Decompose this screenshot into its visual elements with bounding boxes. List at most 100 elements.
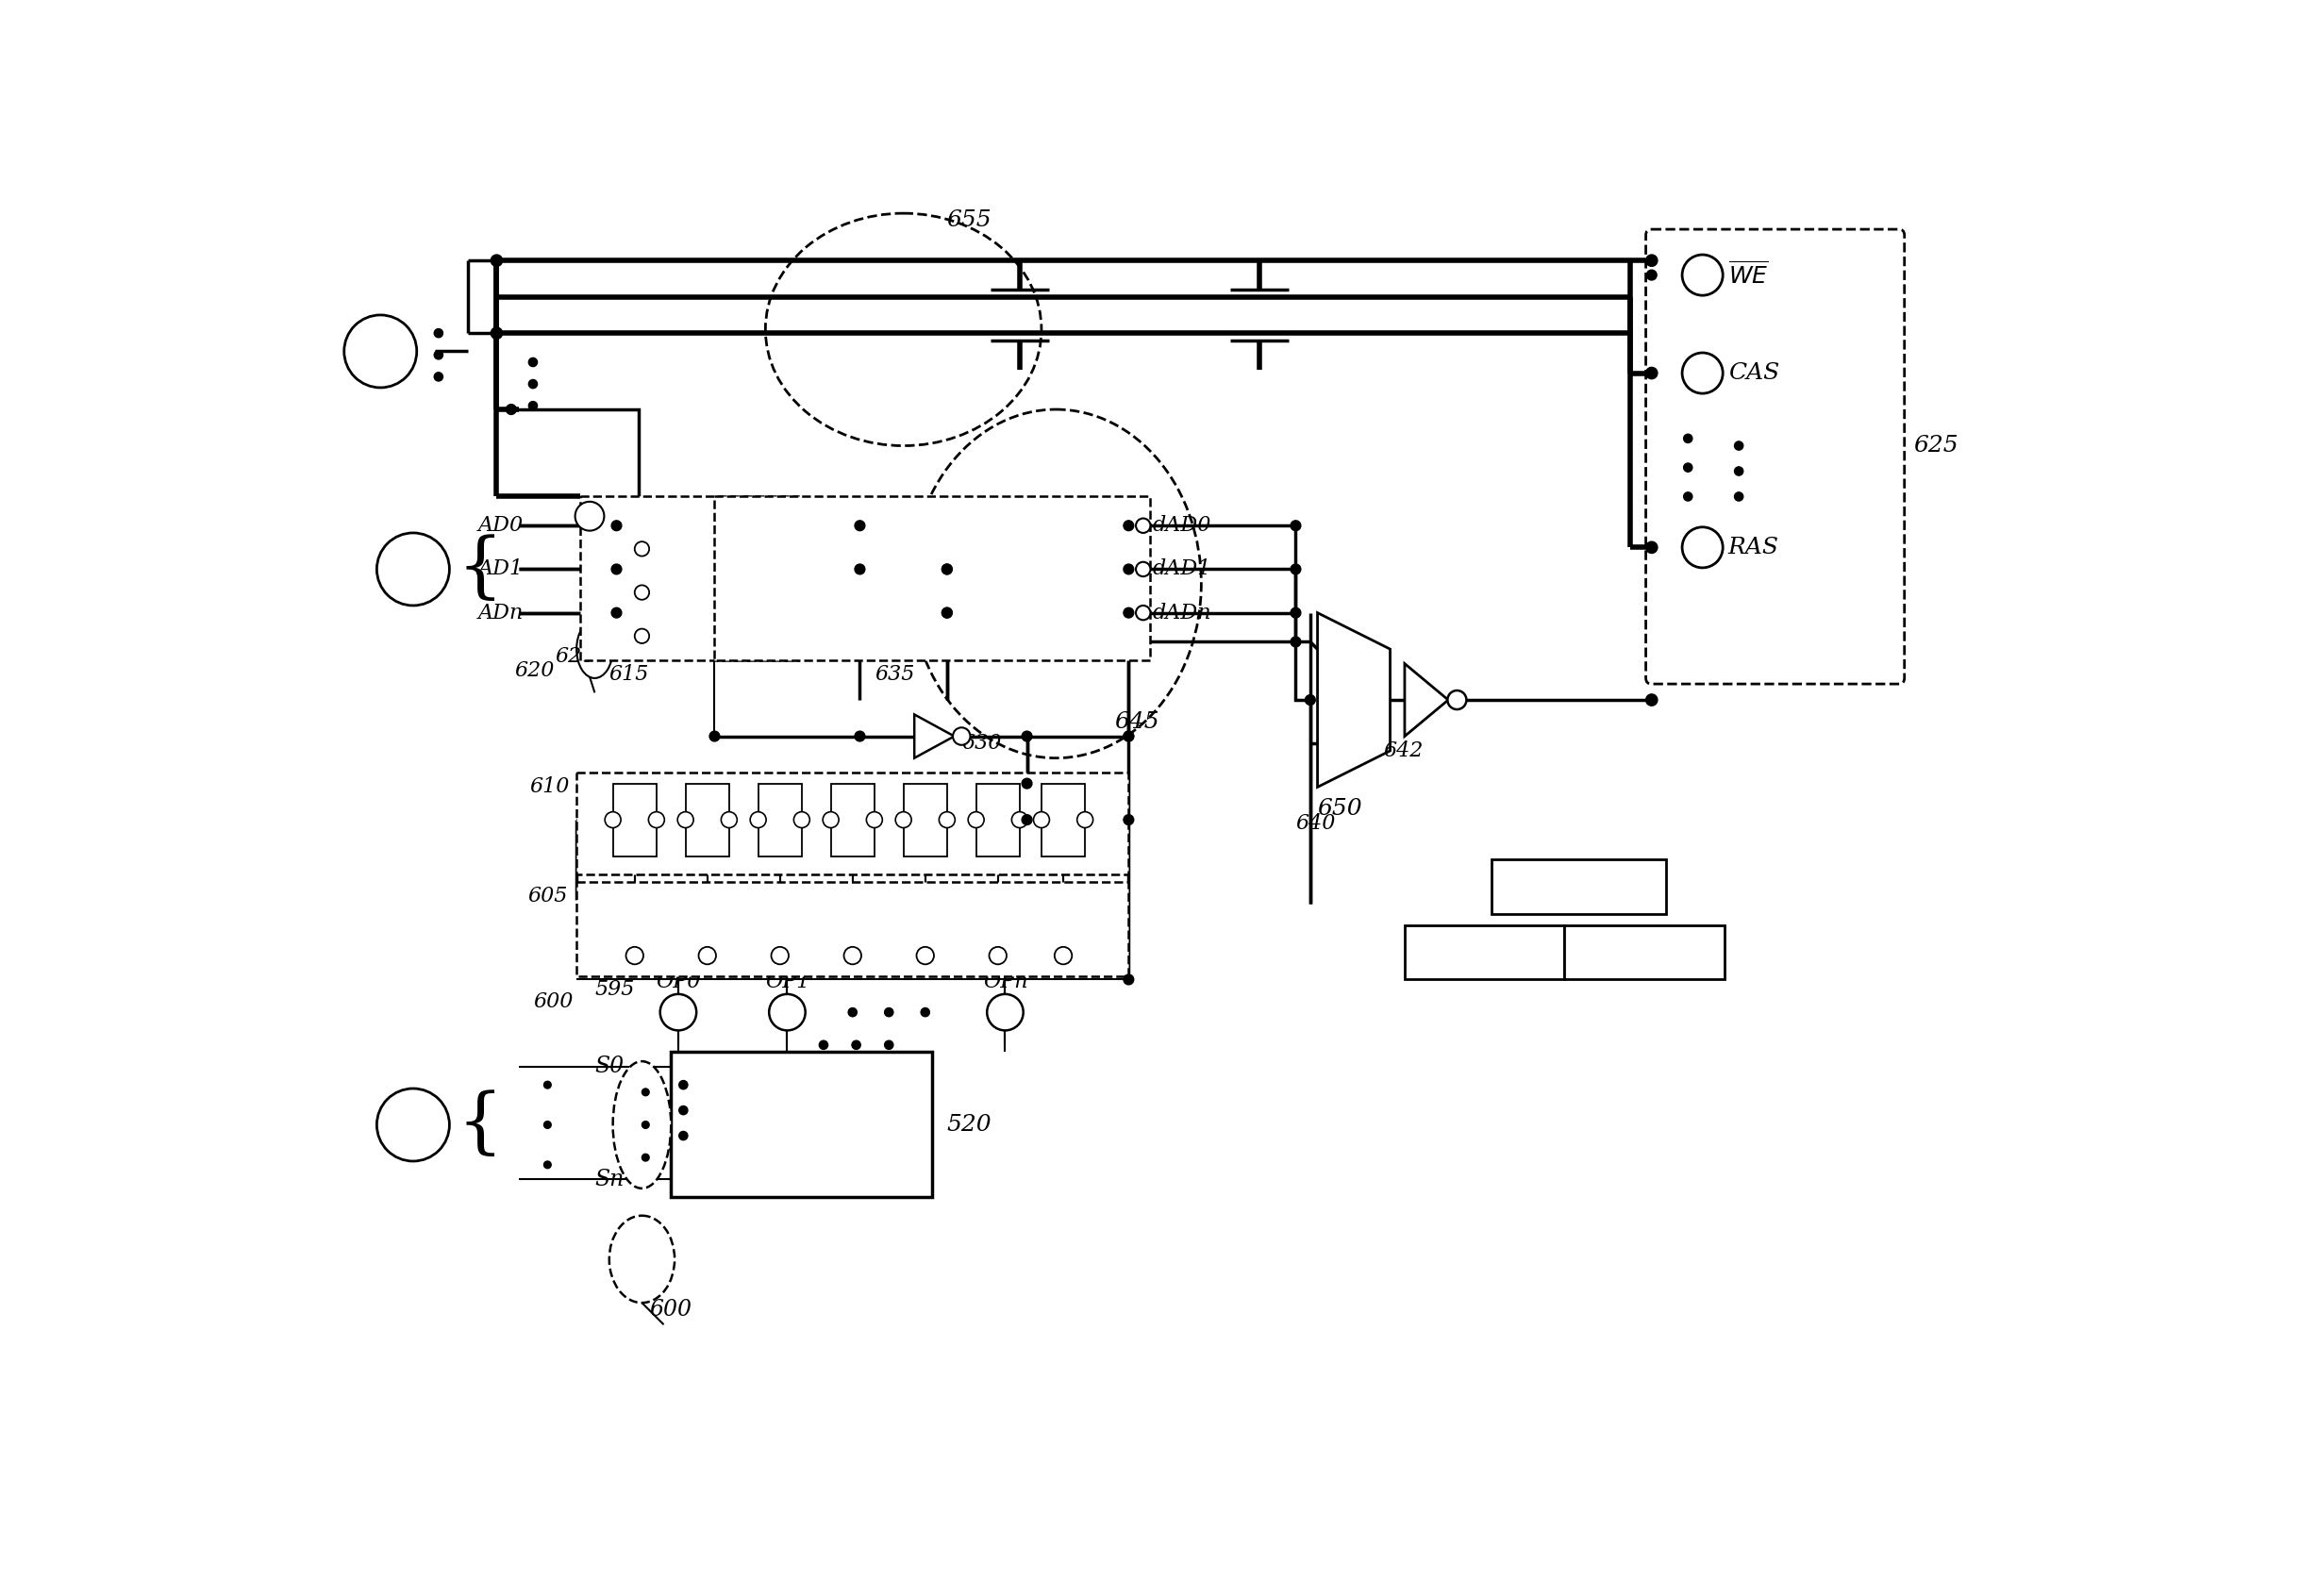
Text: 610: 610: [529, 777, 570, 798]
Text: 605: 605: [529, 886, 568, 907]
Circle shape: [1647, 270, 1656, 281]
Circle shape: [435, 351, 444, 359]
Circle shape: [856, 563, 865, 575]
Circle shape: [856, 731, 865, 741]
Circle shape: [626, 946, 644, 964]
Ellipse shape: [610, 1216, 674, 1302]
Circle shape: [943, 608, 952, 618]
Text: {: {: [458, 535, 501, 605]
Circle shape: [708, 731, 720, 741]
Circle shape: [575, 501, 605, 531]
Polygon shape: [1405, 664, 1449, 736]
Text: 642: 642: [1382, 741, 1424, 761]
Text: Fig. 5b: Fig. 5b: [1417, 942, 1497, 962]
Bar: [975, 784, 1019, 855]
Text: 645: 645: [1113, 710, 1159, 733]
Circle shape: [678, 812, 695, 828]
Circle shape: [968, 812, 984, 828]
Text: 520: 520: [948, 1114, 991, 1136]
Text: S0: S0: [593, 1057, 623, 1077]
Circle shape: [642, 1122, 649, 1128]
Polygon shape: [833, 900, 874, 946]
Circle shape: [1136, 519, 1150, 533]
Circle shape: [1053, 946, 1072, 964]
Bar: [904, 784, 948, 855]
Circle shape: [543, 1080, 552, 1088]
Text: 655: 655: [945, 209, 991, 231]
Circle shape: [1734, 492, 1743, 501]
Polygon shape: [1318, 613, 1389, 787]
Bar: [672, 1052, 932, 1197]
Text: 615: 615: [610, 664, 649, 685]
Circle shape: [1122, 608, 1134, 618]
Circle shape: [1684, 463, 1693, 472]
Circle shape: [612, 608, 621, 618]
Circle shape: [678, 1106, 688, 1114]
Circle shape: [612, 520, 621, 531]
Text: DECODE: DECODE: [667, 1132, 791, 1156]
Circle shape: [635, 586, 649, 600]
Circle shape: [1021, 779, 1033, 788]
Circle shape: [529, 358, 538, 367]
Circle shape: [851, 1041, 860, 1049]
Circle shape: [642, 1154, 649, 1162]
Circle shape: [1290, 520, 1302, 531]
Polygon shape: [759, 900, 800, 946]
Bar: [1042, 784, 1086, 855]
Circle shape: [1647, 543, 1656, 552]
Circle shape: [1681, 255, 1723, 295]
Circle shape: [1122, 814, 1134, 825]
Bar: [612, 784, 655, 855]
Text: Sn: Sn: [593, 1168, 623, 1191]
Circle shape: [1684, 434, 1693, 442]
Text: OPTION: OPTION: [672, 1092, 787, 1116]
Circle shape: [1734, 466, 1743, 476]
Text: OP0: OP0: [655, 972, 701, 993]
Circle shape: [1647, 255, 1658, 267]
Circle shape: [943, 608, 952, 618]
Polygon shape: [614, 900, 655, 946]
Text: dADn: dADn: [1152, 602, 1212, 622]
Text: dAD0: dAD0: [1152, 516, 1212, 536]
Text: 620: 620: [554, 646, 596, 667]
Text: A: A: [405, 1114, 421, 1136]
Text: CAS: CAS: [1727, 362, 1780, 385]
Circle shape: [987, 994, 1024, 1031]
Text: AD0: AD0: [478, 516, 524, 536]
Circle shape: [660, 994, 697, 1031]
Text: 595: 595: [596, 980, 635, 1001]
Circle shape: [649, 812, 665, 828]
Circle shape: [750, 812, 766, 828]
Circle shape: [1447, 691, 1467, 709]
Circle shape: [722, 812, 736, 828]
Circle shape: [642, 1088, 649, 1096]
Circle shape: [678, 1132, 688, 1140]
Circle shape: [1734, 442, 1743, 450]
Text: Fig. 5: Fig. 5: [1507, 876, 1571, 897]
Circle shape: [377, 533, 448, 605]
Circle shape: [435, 372, 444, 381]
Circle shape: [1136, 562, 1150, 576]
Circle shape: [1647, 367, 1658, 378]
Circle shape: [1681, 527, 1723, 568]
Text: {: {: [458, 1090, 501, 1160]
Circle shape: [506, 404, 515, 415]
Bar: [759, 784, 803, 855]
Circle shape: [543, 1162, 552, 1168]
FancyBboxPatch shape: [1647, 230, 1904, 685]
Polygon shape: [904, 900, 945, 946]
Circle shape: [1012, 812, 1028, 828]
Circle shape: [1290, 563, 1302, 575]
Circle shape: [612, 563, 621, 575]
Circle shape: [1136, 605, 1150, 619]
Circle shape: [768, 994, 805, 1031]
Circle shape: [1647, 369, 1656, 378]
Circle shape: [819, 1041, 828, 1049]
Text: 600: 600: [534, 991, 573, 1012]
Circle shape: [529, 380, 538, 388]
Circle shape: [886, 1041, 892, 1049]
Circle shape: [1021, 814, 1033, 825]
Text: OPn: OPn: [982, 972, 1028, 993]
Circle shape: [529, 402, 538, 410]
Circle shape: [1647, 694, 1658, 705]
